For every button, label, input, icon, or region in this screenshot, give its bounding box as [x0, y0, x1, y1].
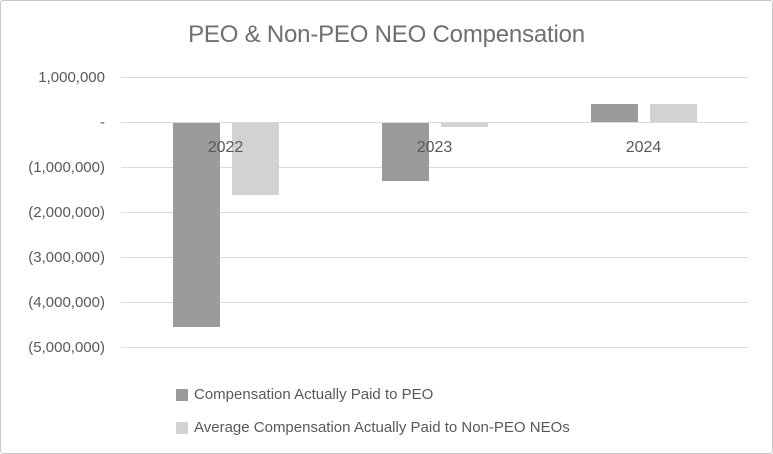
legend-label: Average Compensation Actually Paid to No… — [194, 419, 570, 436]
gridline — [121, 302, 748, 303]
x-axis-category-label: 2023 — [416, 139, 453, 156]
y-axis-tick-label: - — [100, 113, 105, 131]
y-axis-tick-label: (5,000,000) — [28, 338, 105, 356]
bar-2022-series-2 — [231, 122, 279, 195]
legend-item-1: Compensation Actually Paid to PEO — [176, 386, 570, 403]
bar-2023-series-1 — [381, 122, 429, 181]
y-axis-tick-label: 1,000,000 — [38, 68, 105, 86]
bar-2023-series-2 — [440, 122, 488, 127]
legend-swatch-icon — [176, 388, 188, 401]
x-axis-category-label: 2022 — [207, 139, 244, 156]
y-axis-tick-label: (4,000,000) — [28, 293, 105, 311]
gridline — [121, 212, 748, 213]
bar-2022-series-1 — [172, 122, 220, 328]
gridline — [121, 122, 748, 123]
y-axis-tick-label: (1,000,000) — [28, 158, 105, 176]
gridline — [121, 77, 748, 78]
gridline — [121, 347, 748, 348]
legend-label: Compensation Actually Paid to PEO — [194, 386, 434, 403]
bar-2024-series-2 — [649, 104, 697, 123]
y-axis-tick-label: (2,000,000) — [28, 203, 105, 221]
legend-swatch-icon — [176, 421, 188, 434]
chart-title: PEO & Non-PEO NEO Compensation — [188, 21, 585, 48]
legend-item-2: Average Compensation Actually Paid to No… — [176, 419, 570, 436]
y-axis-tick-label: (3,000,000) — [28, 248, 105, 266]
gridline — [121, 257, 748, 258]
x-axis-category-label: 2024 — [625, 139, 662, 156]
bar-2024-series-1 — [590, 103, 638, 123]
legend: Compensation Actually Paid to PEO Average… — [176, 386, 570, 453]
gridline — [121, 167, 748, 168]
